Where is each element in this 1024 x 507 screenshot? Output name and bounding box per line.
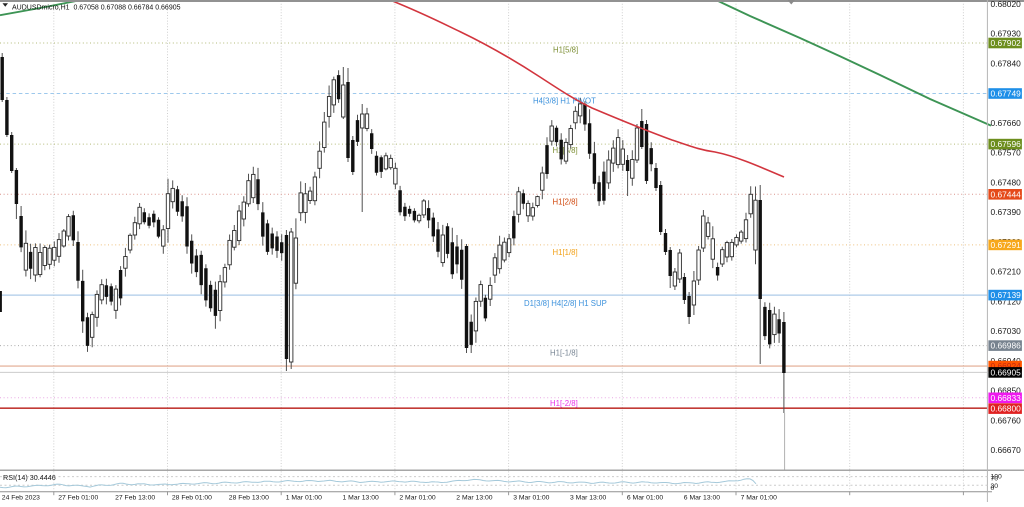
svg-text:0.67902: 0.67902: [991, 38, 1022, 48]
svg-text:0.67120: 0.67120: [991, 296, 1022, 306]
svg-text:27 Feb 01:00: 27 Feb 01:00: [58, 495, 98, 502]
svg-text:H4[3/8] H1 PIVOT: H4[3/8] H1 PIVOT: [533, 97, 596, 106]
svg-text:6 Mar 01:00: 6 Mar 01:00: [627, 495, 663, 502]
svg-text:0.66760: 0.66760: [991, 415, 1022, 425]
svg-text:2 Mar 01:00: 2 Mar 01:00: [399, 495, 435, 502]
svg-text:1 Mar 01:00: 1 Mar 01:00: [286, 495, 322, 502]
svg-text:6 Mar 13:00: 6 Mar 13:00: [684, 495, 720, 502]
svg-text:28 Feb 01:00: 28 Feb 01:00: [172, 495, 212, 502]
svg-text:0.67444: 0.67444: [991, 189, 1022, 199]
svg-text:0.66800: 0.66800: [991, 404, 1022, 414]
svg-text:0.67570: 0.67570: [991, 148, 1022, 158]
svg-text:0.67210: 0.67210: [991, 267, 1022, 277]
svg-text:H1[-2/8]: H1[-2/8]: [550, 399, 578, 408]
svg-text:0.66850: 0.66850: [991, 386, 1022, 396]
svg-text:AUDUSDmicro,H1 0.67058 0.6708: AUDUSDmicro,H1 0.67058 0.67088 0.66784 0…: [12, 4, 181, 11]
svg-text:0.66670: 0.66670: [991, 445, 1022, 455]
svg-text:3 Mar 01:00: 3 Mar 01:00: [513, 495, 549, 502]
svg-text:H1[1/8]: H1[1/8]: [553, 248, 578, 257]
svg-text:1 Mar 13:00: 1 Mar 13:00: [343, 495, 379, 502]
svg-text:0.67139: 0.67139: [991, 290, 1022, 300]
svg-text:0.67930: 0.67930: [991, 29, 1022, 39]
svg-text:0.68020: 0.68020: [991, 0, 1022, 9]
svg-text:0.67291: 0.67291: [991, 240, 1022, 250]
svg-text:28 Feb 13:00: 28 Feb 13:00: [229, 495, 269, 502]
svg-text:2 Mar 13:00: 2 Mar 13:00: [456, 495, 492, 502]
svg-text:7 Mar 01:00: 7 Mar 01:00: [741, 495, 777, 502]
svg-text:H1[2/8]: H1[2/8]: [553, 198, 578, 207]
svg-text:0.67749: 0.67749: [991, 89, 1022, 99]
svg-text:H1[5/8]: H1[5/8]: [553, 46, 578, 55]
svg-text:0.66905: 0.66905: [991, 367, 1022, 377]
svg-text:0.66986: 0.66986: [991, 341, 1022, 351]
svg-text:24 Feb 2023: 24 Feb 2023: [2, 495, 40, 502]
svg-text:0.67480: 0.67480: [991, 177, 1022, 187]
svg-text:30: 30: [991, 483, 999, 490]
svg-text:D1[3/8] H4[2/8] H1 SUP: D1[3/8] H4[2/8] H1 SUP: [524, 299, 607, 308]
svg-text:27 Feb 13:00: 27 Feb 13:00: [115, 495, 155, 502]
svg-text:0.67596: 0.67596: [991, 139, 1022, 149]
svg-text:0.67840: 0.67840: [991, 59, 1022, 69]
svg-text:0.67390: 0.67390: [991, 207, 1022, 217]
svg-text:3 Mar 13:00: 3 Mar 13:00: [570, 495, 606, 502]
svg-text:0.66924: 0.66924: [991, 361, 1022, 371]
svg-text:RSI(14) 30.4446: RSI(14) 30.4446: [3, 473, 56, 482]
svg-text:0.67660: 0.67660: [991, 118, 1022, 128]
svg-text:0.67030: 0.67030: [991, 326, 1022, 336]
svg-text:100: 100: [991, 474, 1003, 481]
svg-text:70: 70: [991, 475, 999, 482]
svg-text:0.66833: 0.66833: [991, 393, 1022, 403]
svg-text:0: 0: [991, 485, 995, 492]
svg-text:H1[-1/8]: H1[-1/8]: [550, 349, 578, 358]
